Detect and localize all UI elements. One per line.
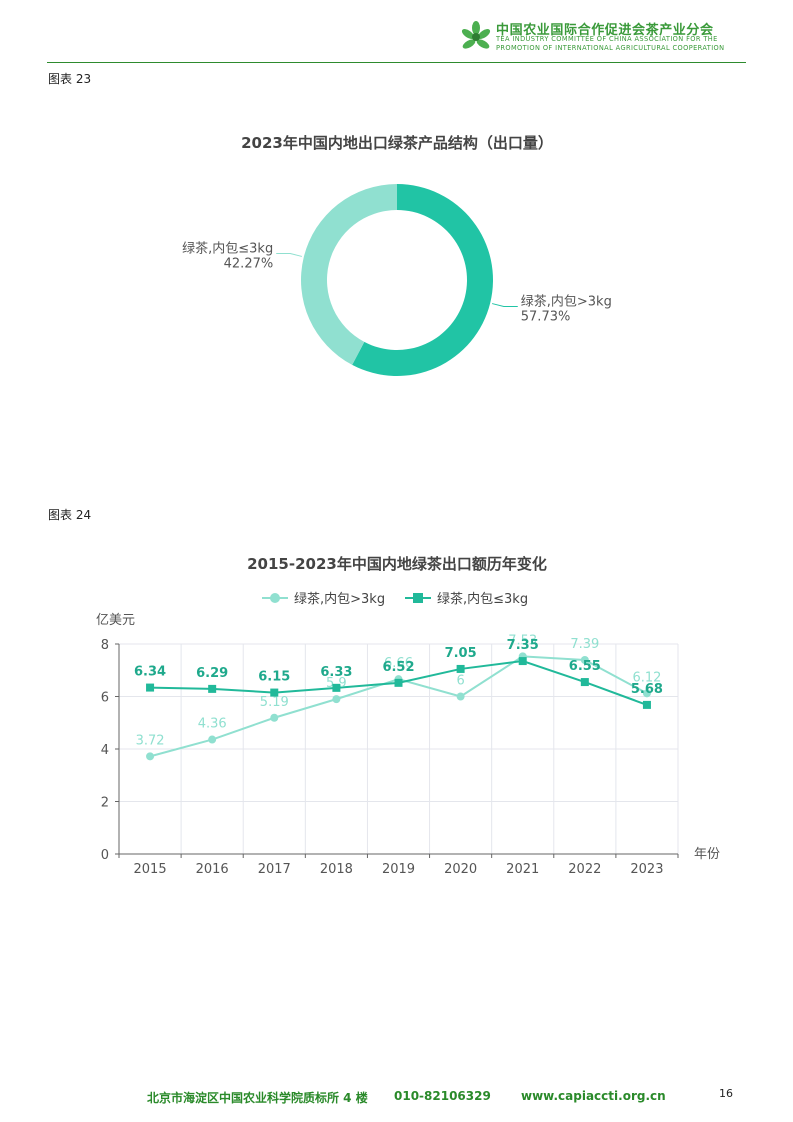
series-2-data-label: 6.52 [382,660,414,675]
donut-slice-name-label: 绿茶,内包≤3kg [182,241,273,257]
donut-slice-value-label: 42.27% [224,257,274,272]
donut-slice-name-label: 绿茶,内包>3kg [521,293,612,309]
donut-leader-line-1 [492,303,518,307]
series-1-point [146,752,155,761]
figure-24-label: 图表 24 [48,508,92,522]
y-tick-label: 6 [101,691,109,706]
series-1-point [270,713,279,722]
series-1-data-label: 5.19 [260,695,289,710]
series-2-data-label: 7.05 [445,646,477,661]
series-1-point [456,692,465,701]
x-tick-label: 2022 [568,862,601,877]
tea-leaf-logo-icon [461,21,491,49]
y-tick-label: 8 [101,638,109,653]
page-number: 16 [719,1087,733,1100]
org-name-cn: 中国农业国际合作促进会茶产业分会 [496,23,714,38]
x-tick-label: 2019 [382,862,415,877]
org-name-en-line2: PROMOTION OF INTERNATIONAL AGRICULTURAL … [496,43,725,52]
x-tick-label: 2017 [258,862,291,877]
series-2-point [456,664,465,673]
legend-label-2: 绿茶,内包≤3kg [437,591,528,607]
series-1-data-label: 7.39 [570,637,599,652]
series-2-data-label: 7.35 [507,638,539,653]
donut-leader-line-2 [276,253,302,257]
series-1-point [580,656,589,665]
y-tick-label: 0 [101,848,109,863]
series-2-point [580,678,589,687]
x-tick-label: 2020 [444,862,477,877]
donut-slice-1 [352,184,494,377]
org-name-en: TEA INDUSTRY COMMITTEE OF CHINA ASSOCIAT… [496,35,724,52]
line-chart-title: 2015-2023年中国内地绿茶出口额历年变化 [247,555,547,573]
series-2-point [208,684,217,693]
legend-marker-1 [270,593,280,603]
series-1-data-label: 6.66 [384,656,413,671]
y-axis-label: 亿美元 [96,613,135,628]
series-1-data-label: 3.72 [136,733,165,748]
x-tick-label: 2021 [506,862,539,877]
series-1-point [642,689,651,698]
footer-website[interactable]: www.capiaccti.org.cn [521,1089,666,1103]
series-2-point [518,657,527,666]
legend-label-1: 绿茶,内包>3kg [294,591,385,607]
series-2-data-label: 6.15 [258,670,290,685]
series-1-point [208,735,217,744]
series-1-data-label: 4.36 [198,717,227,732]
series-1-point [332,695,341,704]
series-2-point [270,688,279,697]
y-tick-label: 2 [101,796,109,811]
series-2-data-label: 5.68 [631,682,663,697]
series-2-data-label: 6.34 [134,665,166,680]
donut-chart-title: 2023年中国内地出口绿茶产品结构（出口量） [241,134,553,152]
y-tick-label: 4 [101,743,109,758]
series-1-data-label: 5.9 [326,676,347,691]
x-tick-label: 2016 [196,862,229,877]
footer-phone: 010-82106329 [394,1089,491,1103]
figure-23-label: 图表 23 [48,72,92,86]
legend-marker-2 [413,593,423,603]
x-axis-label: 年份 [694,847,720,862]
series-2-point [332,683,341,692]
x-tick-label: 2023 [630,862,663,877]
series-1-data-label: 6.12 [632,670,661,685]
header-divider [47,62,746,63]
donut-slice-2 [301,184,397,365]
x-tick-label: 2018 [320,862,353,877]
x-tick-label: 2015 [134,862,167,877]
series-2-data-label: 6.33 [320,665,352,680]
footer-address: 北京市海淀区中国农业科学院质标所 4 楼 [147,1091,368,1105]
org-name-en-line1: TEA INDUSTRY COMMITTEE OF CHINA ASSOCIAT… [496,35,718,43]
series-2-point [642,700,651,709]
donut-slice-value-label: 57.73% [521,309,571,324]
series-1-data-label: 6 [456,674,464,689]
series-2-point [146,683,155,692]
series-2-data-label: 6.29 [196,666,228,681]
series-1-data-label: 7.53 [508,633,537,648]
series-2-point [394,678,403,687]
series-2-data-label: 6.55 [569,659,601,674]
